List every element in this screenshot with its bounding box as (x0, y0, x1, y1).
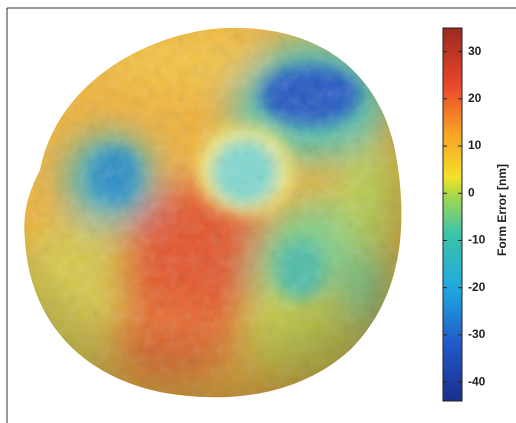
colorbar-tick-label: 0 (468, 185, 475, 199)
colorbar (442, 27, 463, 402)
colorbar-tick-label: -40 (468, 374, 486, 388)
colorbar-tick-label: 10 (468, 138, 482, 152)
colorbar-tick-label: 20 (468, 91, 482, 105)
colorbar-tick-label: 30 (468, 44, 482, 58)
colorbar-label: Form Error [nm] (495, 164, 509, 256)
colorbar-tick-label: -20 (468, 280, 486, 294)
colorbar-tick-label: -10 (468, 233, 486, 247)
colorbar-tick-label: -30 (468, 327, 486, 341)
sphere-surface (24, 27, 402, 398)
